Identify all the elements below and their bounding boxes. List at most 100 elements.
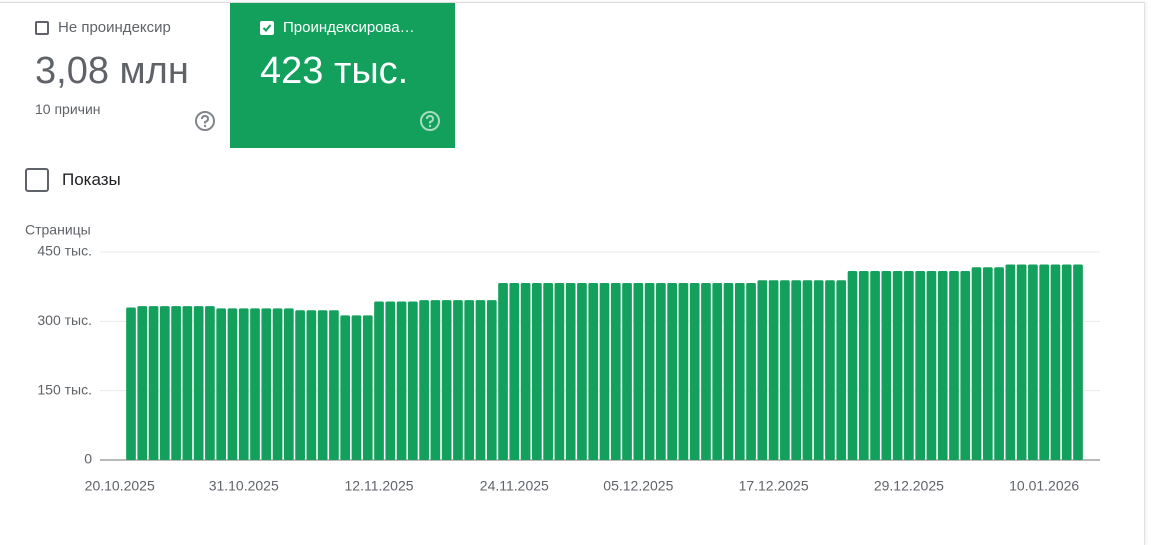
- bar: [858, 270, 869, 460]
- bar: [532, 282, 542, 460]
- bar: [216, 308, 227, 460]
- bar: [329, 310, 339, 460]
- y-tick-label: 0: [84, 451, 92, 467]
- bar: [994, 267, 1004, 460]
- x-tick-label: 12.11.2025: [345, 478, 414, 494]
- bar: [374, 301, 384, 460]
- bar: [633, 282, 644, 460]
- bar: [193, 306, 204, 460]
- bar: [734, 282, 745, 460]
- bar: [949, 270, 959, 460]
- bar: [250, 308, 260, 460]
- x-tick-label: 17.12.2025: [739, 478, 809, 494]
- bar: [295, 310, 305, 460]
- bar: [689, 282, 700, 460]
- y-axis-title: Страницы: [25, 222, 91, 238]
- bar: [498, 282, 508, 460]
- help-icon[interactable]: [194, 110, 216, 132]
- bar: [746, 282, 756, 460]
- bar: [396, 301, 407, 460]
- x-tick-label: 31.10.2025: [209, 478, 279, 494]
- x-tick-label: 29.12.2025: [874, 478, 944, 494]
- bar: [419, 300, 429, 460]
- bar: [182, 306, 193, 460]
- metric-value: 3,08 млн: [35, 50, 189, 92]
- bar: [261, 308, 272, 460]
- bar: [475, 300, 486, 460]
- checkmark: [262, 24, 272, 32]
- bar: [340, 315, 351, 460]
- metric-value: 423 тыс.: [260, 50, 409, 92]
- bar: [1061, 264, 1072, 460]
- bar: [430, 300, 441, 460]
- bar: [441, 300, 452, 460]
- checkbox[interactable]: [35, 21, 49, 35]
- y-tick-label: 150 тыс.: [37, 381, 92, 397]
- bar: [464, 300, 475, 460]
- bar: [723, 282, 734, 460]
- bar: [644, 282, 655, 460]
- bar: [1050, 264, 1061, 460]
- bar: [926, 270, 937, 460]
- bar: [565, 282, 576, 460]
- bar: [205, 306, 215, 460]
- x-tick-label: 20.10.2025: [85, 478, 155, 494]
- bar: [520, 282, 531, 460]
- bar: [599, 282, 610, 460]
- bar: [701, 282, 711, 460]
- bar: [960, 270, 971, 460]
- metric-note: 10 причин: [35, 101, 101, 117]
- bar: [283, 308, 294, 460]
- bar: [238, 308, 249, 460]
- x-tick-label: 24.11.2025: [480, 478, 549, 494]
- x-tick-label: 05.12.2025: [603, 478, 673, 494]
- bar: [1005, 264, 1016, 460]
- bar: [554, 282, 565, 460]
- help-icon[interactable]: [419, 110, 441, 132]
- bar: [1073, 264, 1083, 460]
- bar: [847, 270, 858, 460]
- bar: [712, 282, 723, 460]
- bar: [272, 308, 283, 460]
- metric-card[interactable]: Проиндексирова… 423 тыс.: [230, 3, 455, 148]
- bar: [588, 282, 599, 460]
- bar: [1039, 264, 1050, 460]
- bar: [577, 282, 587, 460]
- bar: [610, 282, 621, 460]
- bar: [453, 300, 463, 460]
- bar: [351, 315, 362, 460]
- bar: [227, 308, 238, 460]
- bar: [1016, 264, 1027, 460]
- bar: [362, 315, 373, 460]
- metric-card[interactable]: Не проиндексир 3,08 млн 10 причин: [5, 3, 230, 148]
- y-tick-label: 450 тыс.: [37, 243, 92, 259]
- bar: [543, 282, 553, 460]
- metric-label: Не проиндексир: [58, 19, 171, 36]
- bar: [813, 280, 824, 460]
- bar: [306, 310, 317, 460]
- bar: [971, 267, 982, 460]
- bar: [148, 306, 159, 460]
- bar: [791, 280, 802, 460]
- y-tick-label: 300 тыс.: [37, 312, 92, 328]
- bar: [407, 301, 418, 460]
- bar: [915, 270, 926, 460]
- bar: [836, 280, 847, 460]
- x-tick-label: 10.01.2026: [1009, 478, 1079, 494]
- bar: [870, 270, 880, 460]
- bar: [137, 306, 148, 460]
- bar: [768, 280, 779, 460]
- checkbox[interactable]: [260, 21, 274, 35]
- toggle-label[interactable]: Показы: [62, 170, 121, 189]
- checkbox[interactable]: [25, 168, 49, 192]
- bar: [780, 280, 790, 460]
- bar: [486, 300, 497, 460]
- bar: [622, 282, 632, 460]
- bar: [937, 270, 948, 460]
- bar: [678, 282, 689, 460]
- bar: [881, 270, 892, 460]
- bar: [159, 306, 170, 460]
- bar: [802, 280, 813, 460]
